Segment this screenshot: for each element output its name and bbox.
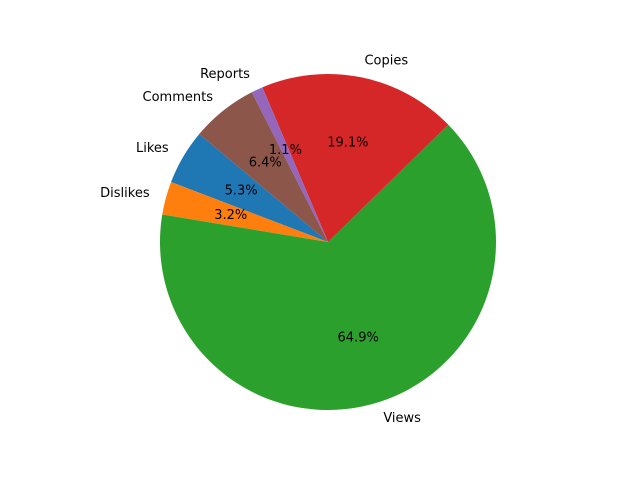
percent-label-copies: 19.1% xyxy=(327,136,368,151)
pie-slice-comments xyxy=(199,92,328,242)
pie-slice-dislikes xyxy=(162,182,328,242)
pie-labels: Likes 5.3% Dislikes 3.2% Views 64.9% Copies 19.… xyxy=(100,53,421,425)
percent-label-views: 64.9% xyxy=(338,331,379,346)
pie-slice-views xyxy=(159,124,497,411)
slice-label-comments: Comments xyxy=(143,90,214,105)
slice-label-likes: Likes xyxy=(136,141,169,156)
percent-label-comments: 6.4% xyxy=(249,156,282,171)
slice-label-dislikes: Dislikes xyxy=(100,186,150,201)
percent-label-likes: 5.3% xyxy=(225,183,258,198)
slice-label-reports: Reports xyxy=(200,67,250,82)
percent-label-reports: 1.1% xyxy=(269,143,302,158)
pie-slice-reports xyxy=(251,87,328,242)
slice-label-views: Views xyxy=(383,411,421,426)
slice-label-copies: Copies xyxy=(364,53,408,68)
pie-slice-likes xyxy=(171,134,328,242)
pie-slices xyxy=(159,74,497,411)
pie-slice-copies xyxy=(262,74,449,243)
percent-label-dislikes: 3.2% xyxy=(214,208,247,223)
